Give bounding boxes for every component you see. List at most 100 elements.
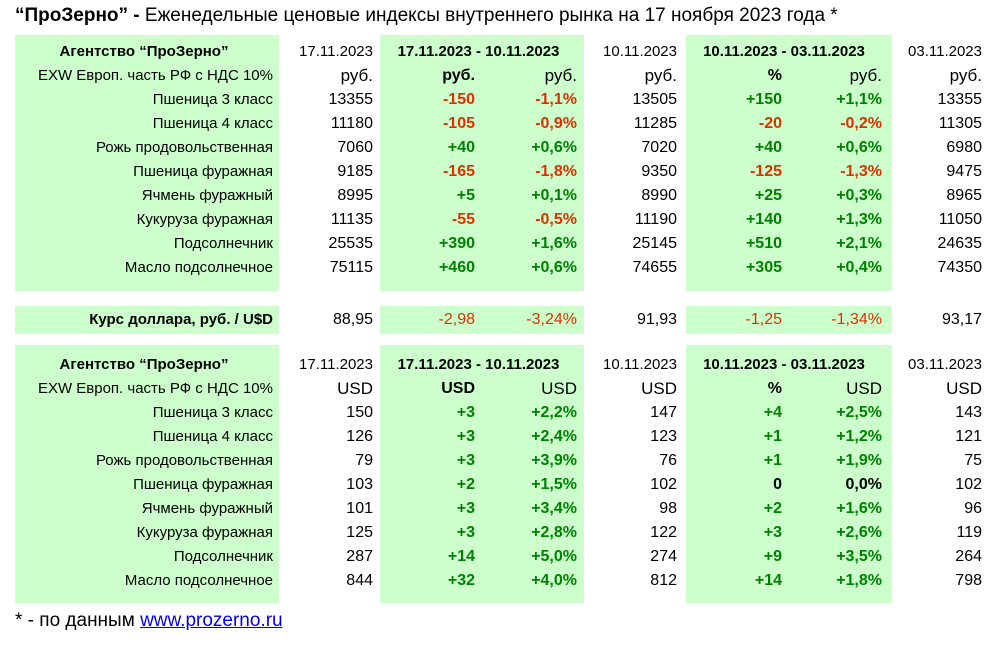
price-prev: 147 (650, 404, 677, 421)
delta2-pct: +3,5% (836, 548, 882, 565)
delta1-pct: +5,0% (531, 548, 577, 565)
price-current: 79 (355, 452, 373, 469)
unit-price-prev2: руб. (949, 66, 982, 85)
product-name: Рожь продовольственная (95, 452, 273, 469)
delta1-pct: +3,4% (531, 500, 577, 517)
page-title: “ПроЗерно” - Еженедельные ценовые индекс… (15, 5, 838, 26)
price-current: 8995 (337, 187, 373, 204)
product-name: Пшеница фуражная (133, 163, 273, 180)
table-row: Подсолнечник 25535 +390 +1,6% 25145 +510 +2,1%… (0, 232, 1003, 256)
table-row: Ячмень фуражный 8995 +5 +0,1% 8990 +25 +0,3% 89… (0, 184, 1003, 208)
price-prev: 98 (659, 500, 677, 517)
price-prev2: 102 (955, 476, 982, 493)
delta2-abs: -125 (749, 163, 782, 180)
table-row: Кукуруза фуражная 125 +3 +2,8% 122 +3 +2,6% 119 (0, 521, 1003, 545)
delta2-abs: +150 (745, 91, 782, 108)
product-name: Пшеница 3 класс (152, 91, 273, 108)
delta1-pct: -0,9% (535, 115, 577, 132)
table-row: Кукуруза фуражная 11135 -55 -0,5% 11190 +140 +… (0, 208, 1003, 232)
price-current: 7060 (337, 139, 373, 156)
period-2: 10.11.2023 - 03.11.2023 (703, 43, 865, 60)
date-current: 17.11.2023 (299, 356, 373, 373)
date-prev: 10.11.2023 (603, 43, 677, 60)
price-prev2: 24635 (937, 235, 983, 252)
product-name: Масло подсолнечное (124, 572, 273, 589)
delta1-pct: -1,1% (535, 91, 577, 108)
product-name: Пшеница 3 класс (152, 404, 273, 421)
rate-delta1-abs: -2,98 (438, 311, 475, 328)
unit-delta2-pct: руб. (849, 66, 882, 85)
delta2-pct: +0,4% (836, 259, 882, 276)
delta1-abs: +32 (447, 572, 475, 589)
price-prev2: 121 (955, 428, 982, 445)
price-current: 25535 (328, 235, 374, 252)
table-row: Масло подсолнечное 844 +32 +4,0% 812 +14 +1,8%… (0, 569, 1003, 593)
agency-name: Агентство “ПроЗерно” (59, 356, 229, 373)
price-prev2: 798 (955, 572, 982, 589)
green-block-delta2-1 (686, 35, 892, 291)
price-prev2: 74350 (937, 259, 983, 276)
product-name: Ячмень фуражный (141, 187, 273, 204)
delta1-abs: +3 (456, 452, 475, 469)
price-prev2: 6980 (946, 139, 982, 156)
unit-delta2-abs: % (767, 67, 782, 84)
unit-delta1-abs: USD (441, 380, 475, 397)
delta1-abs: +3 (456, 500, 475, 517)
table-row: Рожь продовольственная 7060 +40 +0,6% 7020 +4… (0, 136, 1003, 160)
price-current: 126 (346, 428, 373, 445)
delta1-pct: +1,5% (531, 476, 577, 493)
unit-price-prev: USD (641, 379, 677, 398)
rate-price-current: 88,95 (332, 311, 373, 328)
unit-price-prev2: USD (946, 379, 982, 398)
delta1-pct: +0,1% (531, 187, 577, 204)
delta1-abs: -150 (442, 91, 475, 108)
price-current: 125 (346, 524, 373, 541)
table-row: Пшеница 4 класс 11180 -105 -0,9% 11285 -20 -0,… (0, 112, 1003, 136)
header-row: Агентство “ПроЗерно” 17.11.2023 17.11.2023… (0, 40, 1003, 64)
delta1-pct: -0,5% (535, 211, 577, 228)
delta2-abs: +1 (763, 452, 782, 469)
table-row: Масло подсолнечное 75115 +460 +0,6% 74655 +30… (0, 256, 1003, 280)
price-current: 11180 (330, 115, 373, 132)
prozerno-link[interactable]: www.prozerno.ru (140, 610, 283, 631)
delta1-abs: +2 (456, 476, 475, 493)
price-prev2: 96 (964, 500, 982, 517)
units-row: EXW Европ. часть РФ с НДС 10% руб. руб. руб… (0, 64, 1003, 88)
price-current: 103 (346, 476, 373, 493)
delta2-pct: +0,3% (836, 187, 882, 204)
delta2-pct: -1,3% (840, 163, 882, 180)
unit-delta1-pct: USD (541, 379, 577, 398)
date-current: 17.11.2023 (299, 43, 373, 60)
date-prev2: 03.11.2023 (908, 356, 982, 373)
delta1-pct: +3,9% (531, 452, 577, 469)
price-prev: 123 (650, 428, 677, 445)
price-current: 11135 (330, 211, 373, 228)
delta2-pct: +1,3% (836, 211, 882, 228)
delta2-abs: +25 (754, 187, 782, 204)
price-prev: 8990 (641, 187, 677, 204)
price-prev: 274 (650, 548, 677, 565)
delta1-pct: +4,0% (531, 572, 577, 589)
delta1-abs: +3 (456, 404, 475, 421)
delta1-pct: +2,2% (531, 404, 577, 421)
table-row: Ячмень фуражный 101 +3 +3,4% 98 +2 +1,6% 96 (0, 497, 1003, 521)
rate-delta1-pct: -3,24% (526, 311, 577, 328)
price-current: 101 (346, 500, 373, 517)
delta1-pct: -1,8% (535, 163, 577, 180)
rate-delta2-abs: -1,25 (745, 311, 782, 328)
delta2-abs: +40 (754, 139, 782, 156)
delta2-pct: +1,8% (836, 572, 882, 589)
delta1-pct: +2,4% (531, 428, 577, 445)
green-block-agency-2 (15, 345, 279, 603)
unit-price-current: USD (337, 379, 373, 398)
period-1: 17.11.2023 - 10.11.2023 (397, 356, 560, 373)
unit-delta2-abs: % (767, 380, 782, 397)
product-name: Ячмень фуражный (141, 500, 273, 517)
price-prev: 11285 (633, 115, 677, 132)
delta2-abs: +510 (745, 235, 782, 252)
price-prev: 812 (650, 572, 677, 589)
delta2-abs: 0 (773, 476, 782, 493)
delta2-abs: -20 (758, 115, 782, 132)
delta1-abs: -55 (451, 211, 475, 228)
price-prev2: 9475 (946, 163, 982, 180)
